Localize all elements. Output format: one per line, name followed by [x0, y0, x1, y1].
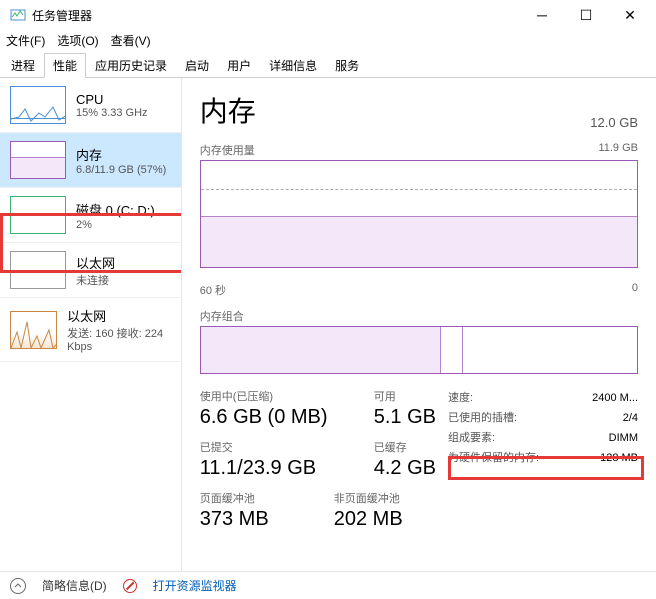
sidebar: CPU15% 3.33 GHz内存6.8/11.9 GB (57%)磁盘 0 (… [0, 78, 182, 571]
spec-slots-label: 已使用的插槽: [448, 408, 517, 428]
spec-slots-value: 2/4 [623, 408, 638, 428]
tab-users[interactable]: 用户 [218, 53, 260, 78]
sidebar-item-name: CPU [76, 92, 148, 107]
memory-capacity: 12.0 GB [590, 115, 638, 130]
tab-details[interactable]: 详细信息 [260, 53, 326, 78]
menu-file[interactable]: 文件(F) [6, 32, 45, 49]
sidebar-item-sub: 6.8/11.9 GB (57%) [76, 164, 166, 176]
spec-reserved-value: 128 MB [600, 448, 638, 468]
composition-used [201, 327, 441, 373]
sidebar-item-disk[interactable]: 磁盘 0 (C: D:)2% [0, 188, 181, 243]
chart-fill-area [201, 216, 637, 267]
menubar: 文件(F) 选项(O) 查看(V) [0, 30, 656, 50]
tab-apphistory[interactable]: 应用历史记录 [86, 53, 176, 78]
stat-available-value: 5.1 GB [374, 406, 436, 429]
menu-view[interactable]: 查看(V) [111, 32, 151, 49]
usage-chart-max: 11.9 GB [598, 142, 638, 158]
sidebar-thumb [10, 251, 66, 289]
fewer-details-link[interactable]: 简略信息(D) [42, 577, 107, 594]
time-axis-right: 0 [632, 282, 638, 298]
fewer-details-icon [10, 578, 26, 594]
tab-performance[interactable]: 性能 [44, 53, 86, 78]
chart-dashed-line [201, 189, 637, 190]
sidebar-thumb [10, 196, 66, 234]
open-resmon-link[interactable]: 打开资源监视器 [153, 577, 237, 594]
stat-nonpaged-value: 202 MB [334, 508, 403, 531]
sidebar-item-sub: 未连接 [76, 272, 115, 288]
sidebar-item-mem[interactable]: 内存6.8/11.9 GB (57%) [0, 133, 181, 188]
sidebar-item-sub: 发送: 160 接收: 224 Kbps [67, 325, 171, 353]
sidebar-item-eth1[interactable]: 以太网未连接 [0, 243, 181, 298]
sidebar-thumb [10, 86, 66, 124]
time-axis-left: 60 秒 [200, 282, 226, 298]
tab-processes[interactable]: 进程 [2, 53, 44, 78]
composition-label: 内存组合 [200, 308, 638, 324]
sidebar-item-sub: 15% 3.33 GHz [76, 107, 148, 119]
menu-options[interactable]: 选项(O) [57, 32, 98, 49]
sidebar-item-eth2[interactable]: 以太网发送: 160 接收: 224 Kbps [0, 298, 181, 362]
stat-cached-label: 已缓存 [374, 439, 436, 455]
sidebar-item-name: 以太网 [76, 253, 115, 272]
stat-available-label: 可用 [374, 388, 436, 404]
footer: 简略信息(D) 打开资源监视器 [0, 571, 656, 599]
tabbar: 进程 性能 应用历史记录 启动 用户 详细信息 服务 [0, 54, 656, 78]
spec-speed-value: 2400 M... [592, 388, 638, 408]
stat-nonpaged-label: 非页面缓冲池 [334, 490, 403, 506]
app-icon [10, 7, 26, 23]
spec-speed-label: 速度: [448, 388, 473, 408]
resmon-icon [123, 579, 137, 593]
stat-cached-value: 4.2 GB [374, 457, 436, 480]
stat-paged-value: 373 MB [200, 508, 310, 531]
minimize-button[interactable]: ─ [520, 0, 564, 30]
composition-marker [462, 327, 463, 373]
sidebar-item-name: 以太网 [67, 306, 171, 325]
sidebar-item-name: 内存 [76, 145, 166, 164]
stat-inuse-value: 6.6 GB (0 MB) [200, 406, 350, 429]
sidebar-thumb [10, 141, 66, 179]
page-title: 内存 [200, 90, 256, 130]
spec-reserved-label: 为硬件保留的内存: [448, 448, 539, 468]
titlebar: 任务管理器 ─ ☐ ✕ [0, 0, 656, 30]
usage-chart-label: 内存使用量 [200, 142, 255, 158]
sidebar-thumb [10, 311, 57, 349]
stat-committed-label: 已提交 [200, 439, 350, 455]
close-button[interactable]: ✕ [608, 0, 652, 30]
tab-services[interactable]: 服务 [326, 53, 368, 78]
sidebar-item-name: 磁盘 0 (C: D:) [76, 200, 155, 219]
main-panel: 内存 12.0 GB 内存使用量 11.9 GB 60 秒 0 内存组合 使用中… [182, 78, 656, 571]
sidebar-item-sub: 2% [76, 219, 155, 231]
maximize-button[interactable]: ☐ [564, 0, 608, 30]
memory-composition-chart[interactable] [200, 326, 638, 374]
tab-startup[interactable]: 启动 [176, 53, 218, 78]
memory-usage-chart[interactable] [200, 160, 638, 268]
stat-committed-value: 11.1/23.9 GB [200, 457, 350, 480]
stat-inuse-label: 使用中(已压缩) [200, 388, 350, 404]
stat-paged-label: 页面缓冲池 [200, 490, 310, 506]
window-title: 任务管理器 [32, 7, 520, 24]
sidebar-item-cpu[interactable]: CPU15% 3.33 GHz [0, 78, 181, 133]
spec-form-label: 组成要素: [448, 428, 495, 448]
spec-form-value: DIMM [609, 428, 638, 448]
